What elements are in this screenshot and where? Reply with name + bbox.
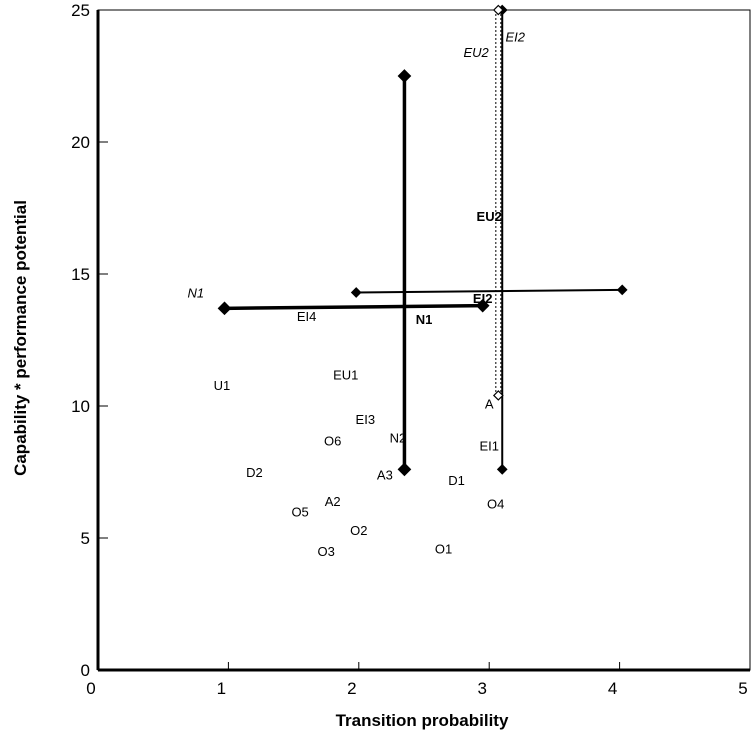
y-tick-label: 25: [71, 1, 90, 20]
range-line: [224, 303, 483, 311]
range-N1-transition: [217, 298, 490, 316]
range-end-diamond: [496, 464, 508, 475]
point-label: O2: [350, 523, 367, 538]
range-lines: [217, 4, 628, 477]
axes: 0 1 2 3 4 5 0 5 10 15 20 25: [71, 1, 751, 698]
range-end-diamond: [350, 287, 362, 298]
x-tick-label: 0: [86, 679, 95, 698]
y-tick-label: 0: [81, 661, 90, 680]
point-label: D2: [246, 465, 263, 480]
x-tick-label: 4: [608, 679, 617, 698]
point-label: U1: [214, 378, 231, 393]
range-N1-capability: [397, 69, 412, 477]
point-label: N1: [416, 312, 433, 327]
point-label: EU2: [477, 209, 502, 224]
range-EU2-capability: [492, 4, 504, 401]
y-tick-label: 20: [71, 133, 90, 152]
point-label: EU2: [464, 45, 490, 60]
range-EI2-transition: [350, 284, 628, 298]
point-label: EI2: [506, 29, 526, 44]
point-label: A3: [377, 468, 393, 483]
y-tick-label: 15: [71, 265, 90, 284]
point-label: EI1: [479, 439, 499, 454]
y-tick-label: 5: [81, 529, 90, 548]
point-label: O3: [318, 544, 335, 559]
plot-frame: [97, 9, 751, 671]
point-label: EI2: [473, 291, 493, 306]
point-label: D1: [448, 473, 465, 488]
range-end-diamond: [397, 69, 412, 83]
point-label: EI3: [356, 412, 376, 427]
range-end-open-diamond: [492, 4, 504, 16]
point-label: EI4: [297, 309, 317, 324]
x-axis-title: Transition probability: [336, 711, 509, 730]
range-line: [356, 288, 623, 294]
point-label: O4: [487, 497, 504, 512]
x-tick-label: 1: [217, 679, 226, 698]
y-tick-label: 10: [71, 397, 90, 416]
point-label: EU1: [333, 367, 358, 382]
point-label: N1: [187, 285, 204, 300]
point-label: O6: [324, 433, 341, 448]
point-label: O1: [435, 542, 452, 557]
range-end-open-diamond: [492, 390, 504, 401]
x-tick-label: 5: [738, 679, 747, 698]
range-end-diamond: [217, 301, 232, 316]
range-end-diamond: [397, 462, 412, 477]
range-end-diamond: [616, 284, 628, 296]
x-tick-label: 2: [347, 679, 356, 698]
point-label: N2: [390, 431, 407, 446]
point-label: A: [485, 396, 494, 411]
x-tick-label: 3: [477, 679, 486, 698]
range-EI2-capability: [496, 4, 508, 475]
point-label: A2: [325, 494, 341, 509]
point-labels: U1 EI4 EU1 D2 O6 EI3 N2 A3 A2 O5 O2 O3 O1 D1 O4 EI1 A N1 E…: [187, 29, 525, 559]
point-label: O5: [291, 505, 308, 520]
range-end-diamond: [475, 298, 490, 313]
y-axis-title: Capability * performance potential: [11, 200, 30, 476]
